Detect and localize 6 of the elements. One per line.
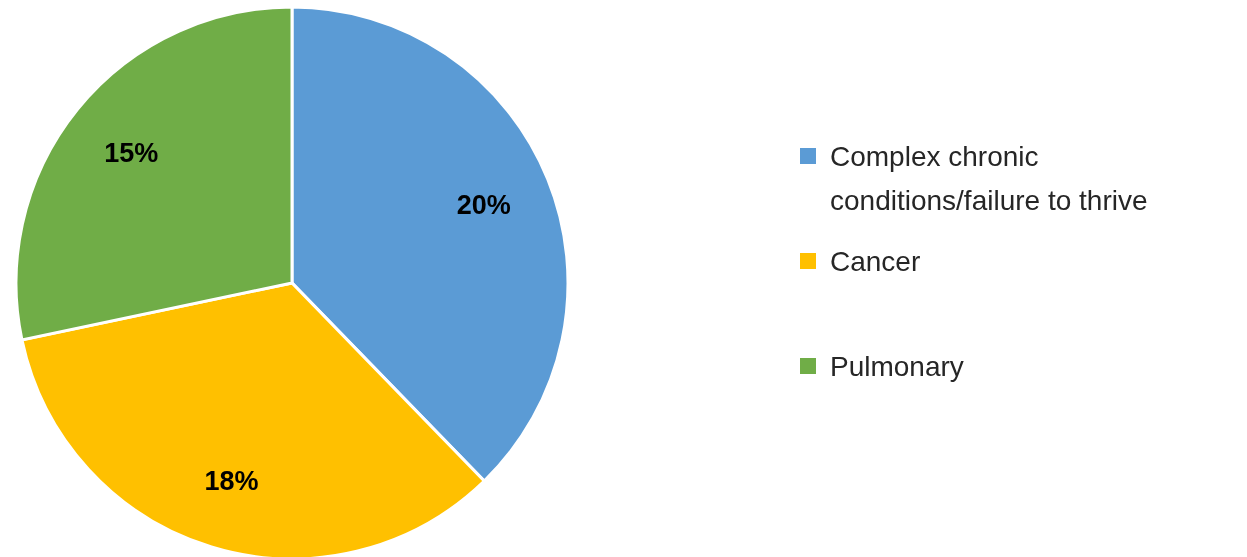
- data-label: 20%: [456, 190, 511, 221]
- legend-label: Cancer: [830, 245, 921, 277]
- legend-label: Complex chronic conditions/failure to thrive: [830, 140, 1148, 216]
- data-label: 18%: [204, 465, 259, 496]
- data-label: 15%: [104, 137, 159, 168]
- legend-label: Pulmonary: [830, 350, 964, 382]
